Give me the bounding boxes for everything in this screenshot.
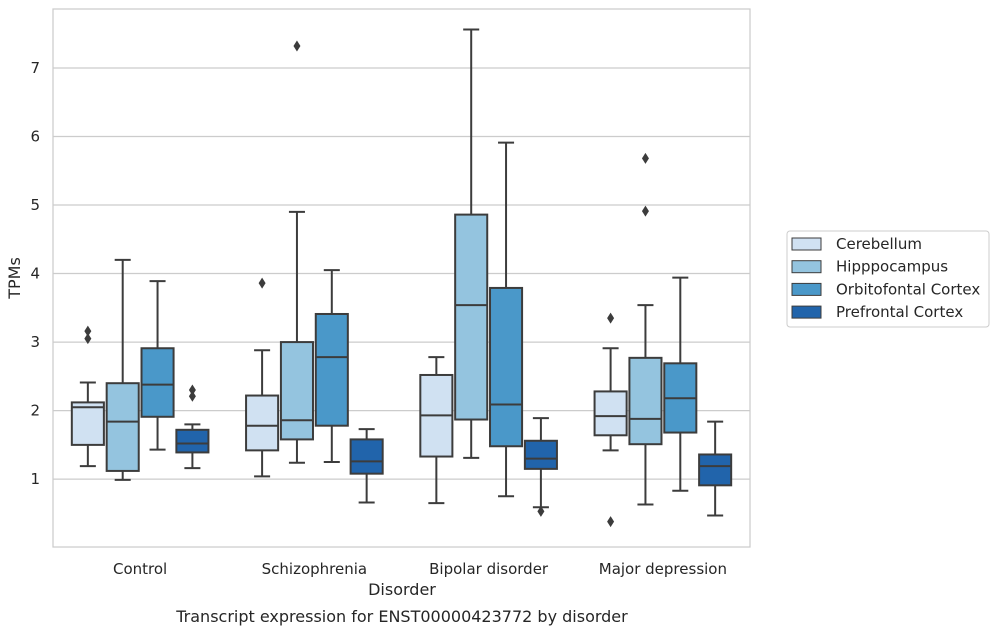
- y-tick-labels: 1 2 3 4 5 6 7: [30, 59, 40, 488]
- outlier-point: [537, 505, 545, 517]
- box: [454, 28, 489, 459]
- y-tick-label: 5: [30, 196, 40, 214]
- outlier-point: [188, 384, 196, 396]
- legend-label: Cerebellum: [836, 235, 922, 253]
- legend-item: Prefrontal Cortex: [791, 303, 963, 321]
- x-tick-label: Major depression: [599, 560, 727, 578]
- box-body: [175, 428, 210, 454]
- series-prefrontal-cortex: [175, 384, 733, 517]
- outlier-point: [84, 333, 92, 345]
- series-hipppocampus: [105, 28, 663, 506]
- outlier-point: [607, 516, 615, 528]
- box: [175, 384, 210, 470]
- box: [663, 276, 698, 492]
- x-tick-label: Control: [113, 560, 167, 578]
- box: [349, 428, 384, 504]
- x-tick-labels: Control Schizophrenia Bipolar disorder Majo…: [113, 560, 727, 578]
- box-body: [628, 356, 663, 446]
- box-series: [70, 28, 733, 528]
- y-tick-label: 6: [30, 127, 40, 145]
- x-axis-title: Disorder: [368, 580, 436, 599]
- box: [279, 40, 314, 464]
- outlier-point: [641, 205, 649, 217]
- box: [105, 258, 140, 481]
- y-tick-label: 3: [30, 333, 40, 351]
- box: [593, 312, 628, 528]
- plot-area-frame: [52, 8, 751, 548]
- box: [489, 141, 524, 498]
- box: [523, 417, 558, 517]
- box: [140, 280, 175, 451]
- box-body: [489, 286, 524, 448]
- outlier-point: [641, 152, 649, 164]
- box-body: [454, 213, 489, 421]
- box-body: [245, 394, 280, 452]
- box-body: [349, 438, 384, 475]
- series-orbitofontal-cortex: [140, 141, 698, 498]
- legend-item: Hipppocampus: [791, 258, 948, 276]
- box-body: [523, 439, 558, 470]
- legend-item: Orbitofontal Cortex: [791, 280, 980, 298]
- legend-label: Orbitofontal Cortex: [836, 280, 980, 298]
- legend-swatch: [791, 237, 822, 251]
- y-tick-label: 7: [30, 59, 40, 77]
- box: [698, 420, 733, 517]
- box-body: [140, 347, 175, 418]
- outlier-point: [188, 390, 196, 402]
- box-body: [698, 453, 733, 487]
- legend-label: Hipppocampus: [836, 258, 948, 276]
- box-body: [593, 390, 628, 437]
- box: [70, 325, 105, 468]
- box-body: [105, 382, 140, 472]
- x-tick-label: Schizophrenia: [262, 560, 367, 578]
- legend-swatch: [791, 282, 822, 296]
- outlier-point: [84, 325, 92, 337]
- box: [314, 269, 349, 464]
- legend-label: Prefrontal Cortex: [836, 303, 963, 321]
- outlier-point: [258, 277, 266, 289]
- legend: Cerebellum Hipppocampus Orbitofontal Corte…: [786, 230, 990, 328]
- series-cerebellum: [70, 277, 628, 528]
- box: [628, 152, 663, 506]
- y-tick-label: 2: [30, 402, 40, 420]
- box-body: [279, 341, 314, 441]
- x-tick-label: Bipolar disorder: [429, 560, 549, 578]
- y-tick-label: 4: [30, 265, 40, 283]
- y-tick-label: 1: [30, 470, 40, 488]
- legend-swatch: [791, 305, 822, 319]
- legend-swatch: [791, 260, 822, 274]
- legend-item: Cerebellum: [791, 235, 922, 253]
- box-body: [70, 401, 105, 446]
- outlier-point: [293, 40, 301, 52]
- y-axis-title: TPMs: [5, 257, 24, 300]
- chart-caption: Transcript expression for ENST0000042377…: [175, 607, 628, 626]
- box: [245, 277, 280, 478]
- box: [419, 356, 454, 505]
- box-body: [314, 312, 349, 427]
- outlier-point: [607, 312, 615, 324]
- legend-frame: [786, 230, 990, 328]
